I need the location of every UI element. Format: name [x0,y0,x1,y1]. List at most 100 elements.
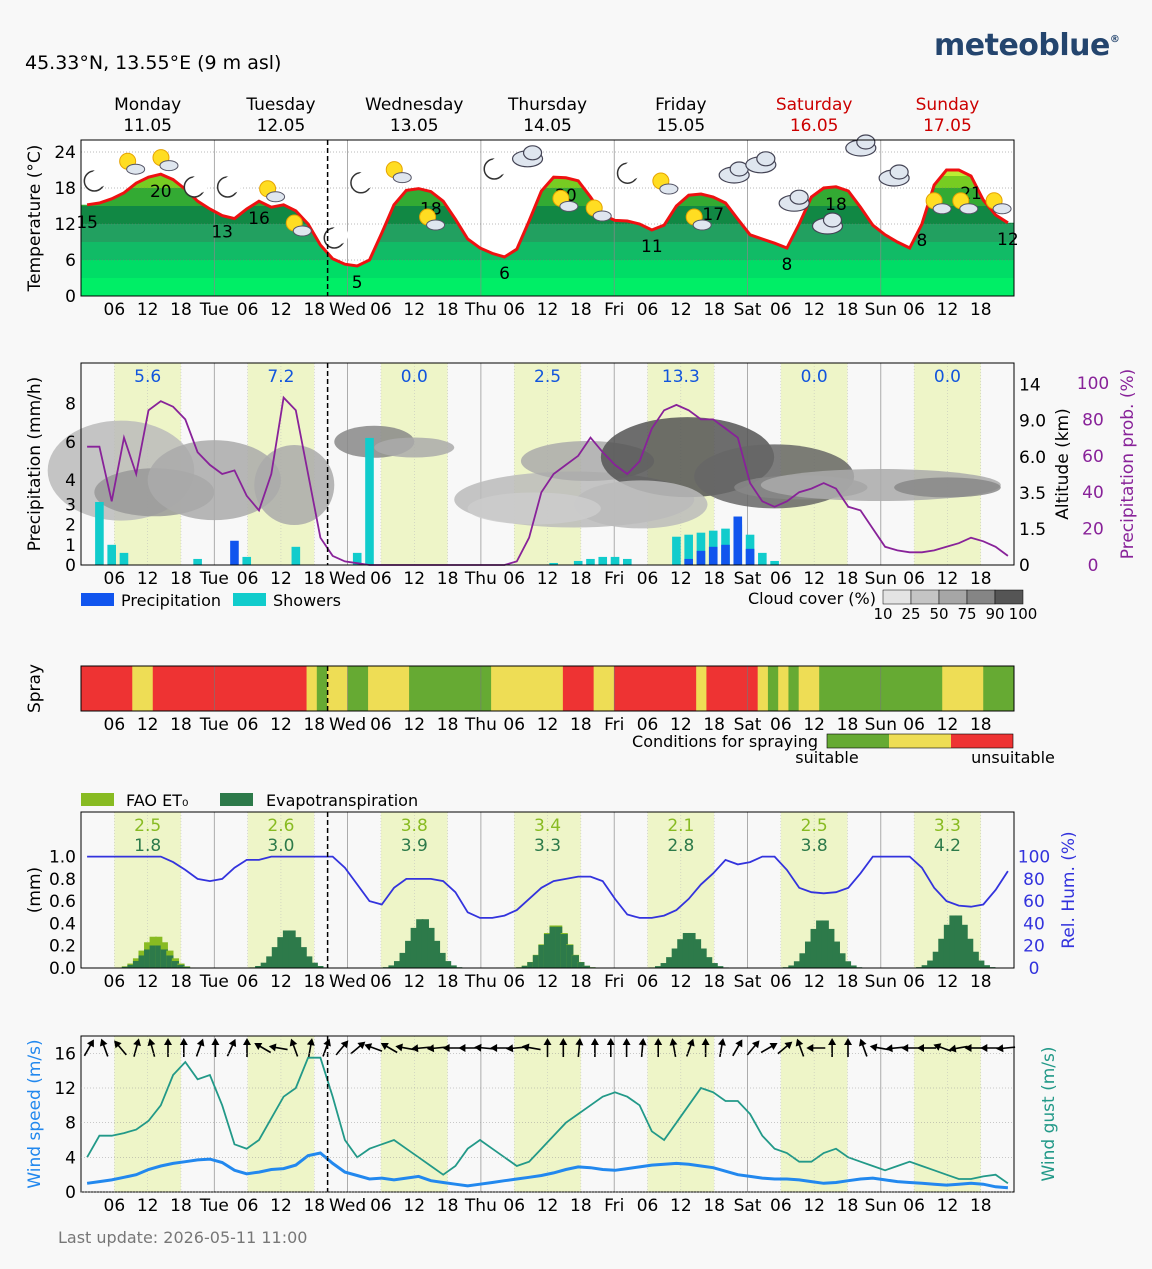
cloud-legend-value: 75 [957,605,976,623]
y-tick-label: 3 [65,495,76,515]
x-tick-hour: 06 [104,1196,126,1216]
evapotranspiration-bar [294,937,302,968]
x-tick-hour: 18 [170,715,192,735]
evapotranspiration-bar [527,962,535,968]
y-tick-label: 0.0 [49,959,76,979]
legend-swatch-showers [233,593,266,606]
evapotranspiration-bar [849,965,857,968]
spray-condition-segment [778,666,789,711]
shower-bar [672,536,681,565]
humidity-tick-label: 80 [1023,870,1045,890]
shower-bar [193,558,202,565]
x-tick-hour: 06 [770,715,792,735]
evapotranspiration-bar [282,930,291,968]
wind-direction-arrow-icon [490,1044,510,1052]
spray-legend-title: Conditions for spraying [632,732,818,751]
x-tick-hour: 18 [570,972,592,992]
x-tick-hour: 06 [637,972,659,992]
daily-fao-et0: 3.8 [401,816,428,836]
wind-direction-arrow-icon [289,1038,299,1057]
evapotranspiration-bar [938,938,946,968]
x-tick-day: Tue [199,1196,229,1216]
x-tick-hour: 06 [104,300,126,320]
y-tick-label: 6 [65,433,76,453]
daily-fao-et0: 2.5 [134,816,161,836]
humidity-tick-label: 40 [1023,914,1045,934]
y-tick-label: 0.8 [49,870,76,890]
y-tick-label: 12 [54,215,76,235]
evapotranspiration-bar [421,919,429,968]
evapotranspiration-bar [166,955,174,968]
legend-swatch-fao [81,793,114,806]
wind-direction-arrow-icon [164,1038,172,1057]
x-tick-day: Sun [865,1196,897,1216]
evapotranspiration-bar [144,949,152,968]
evapotranspiration-bar [316,965,324,968]
last-update: Last update: 2026-05-11 11:00 [58,1228,308,1247]
cloud-cover-area [147,440,281,521]
daily-precip-total: 13.3 [662,367,700,387]
precipitation-axis-label: Precipitation (mm/h) [25,377,45,552]
x-tick-day: Fri [604,300,624,320]
x-tick-hour: 06 [503,569,525,589]
evapotranspiration-bar [804,941,813,968]
x-tick-hour: 18 [837,972,859,992]
spray-condition-segment [306,666,318,711]
moon-icon [616,161,642,184]
x-tick-hour: 12 [670,1196,692,1216]
evapotranspiration-bar [432,940,441,968]
spray-legend-swatch [827,734,889,748]
moon-icon [323,226,349,249]
x-tick-day: Sun [865,715,897,735]
panel-border [80,1035,1015,1193]
cloud-icon [811,212,844,235]
sun-icon [585,199,612,222]
y-tick-label: 8 [65,394,76,414]
wind-panel: 06 12 18 Tue 06 12 18 Wed 06 12 18 Thu 06 12 18 Fri 06 12… [25,1035,1059,1216]
y-tick-label: 0.4 [49,914,76,934]
wind-direction-arrow-icon [147,1038,156,1057]
meteoblue-logo[interactable]: meteoblue® [934,28,1120,63]
sun-icon [985,192,1012,215]
evapotranspiration-bar [577,962,585,968]
cloud-legend-swatch [938,589,968,605]
spray-condition-segment [706,666,759,711]
wind-direction-arrow-icon [933,1043,952,1052]
x-tick-hour: 06 [503,715,525,735]
spray-legend-swatch [951,734,1013,748]
x-tick-hour: 12 [270,972,292,992]
shower-bar [291,546,301,565]
x-tick-hour: 12 [270,569,292,589]
spray-panel: 06 12 18 Tue 06 12 18 Wed 06 12 18 Thu 06 12 18 Fri 06 12… [25,664,1055,767]
evapotranspiration-bar [688,932,696,968]
daily-fao-et0: 3.4 [534,816,561,836]
spray-condition-segment [347,666,369,711]
panel-border [80,811,1015,969]
daily-evapotranspiration: 3.8 [801,836,828,856]
wind-direction-arrow-icon [254,1043,272,1054]
evapotranspiration-bar [582,965,591,968]
evapotranspiration-bar [693,939,702,968]
wind-direction-arrow-icon [701,1038,710,1057]
x-tick-hour: 12 [937,715,959,735]
brand-text: meteoblue [934,28,1110,63]
wind-direction-arrow-icon [746,1040,760,1056]
x-tick-day: Sat [734,715,762,735]
temp-value-label: 11 [641,237,663,257]
panel-border [80,139,1015,297]
x-tick-hour: 18 [303,300,325,320]
spray-condition-segment [696,666,707,711]
x-tick-hour: 12 [270,300,292,320]
wind-direction-arrow-icon [575,1038,584,1058]
x-tick-hour: 18 [837,300,859,320]
spray-condition-segment [81,666,133,711]
evapotranspiration-bar [155,945,163,968]
x-tick-hour: 18 [970,715,992,735]
cloud-icon [778,189,810,212]
moon-icon [183,175,209,198]
x-tick-hour: 18 [170,569,192,589]
day-date: 15.05 [657,116,706,136]
x-tick-hour: 12 [270,715,292,735]
moon-icon [483,157,509,180]
wind-gust-axis-label: Wind gust (m/s) [1039,1046,1059,1181]
